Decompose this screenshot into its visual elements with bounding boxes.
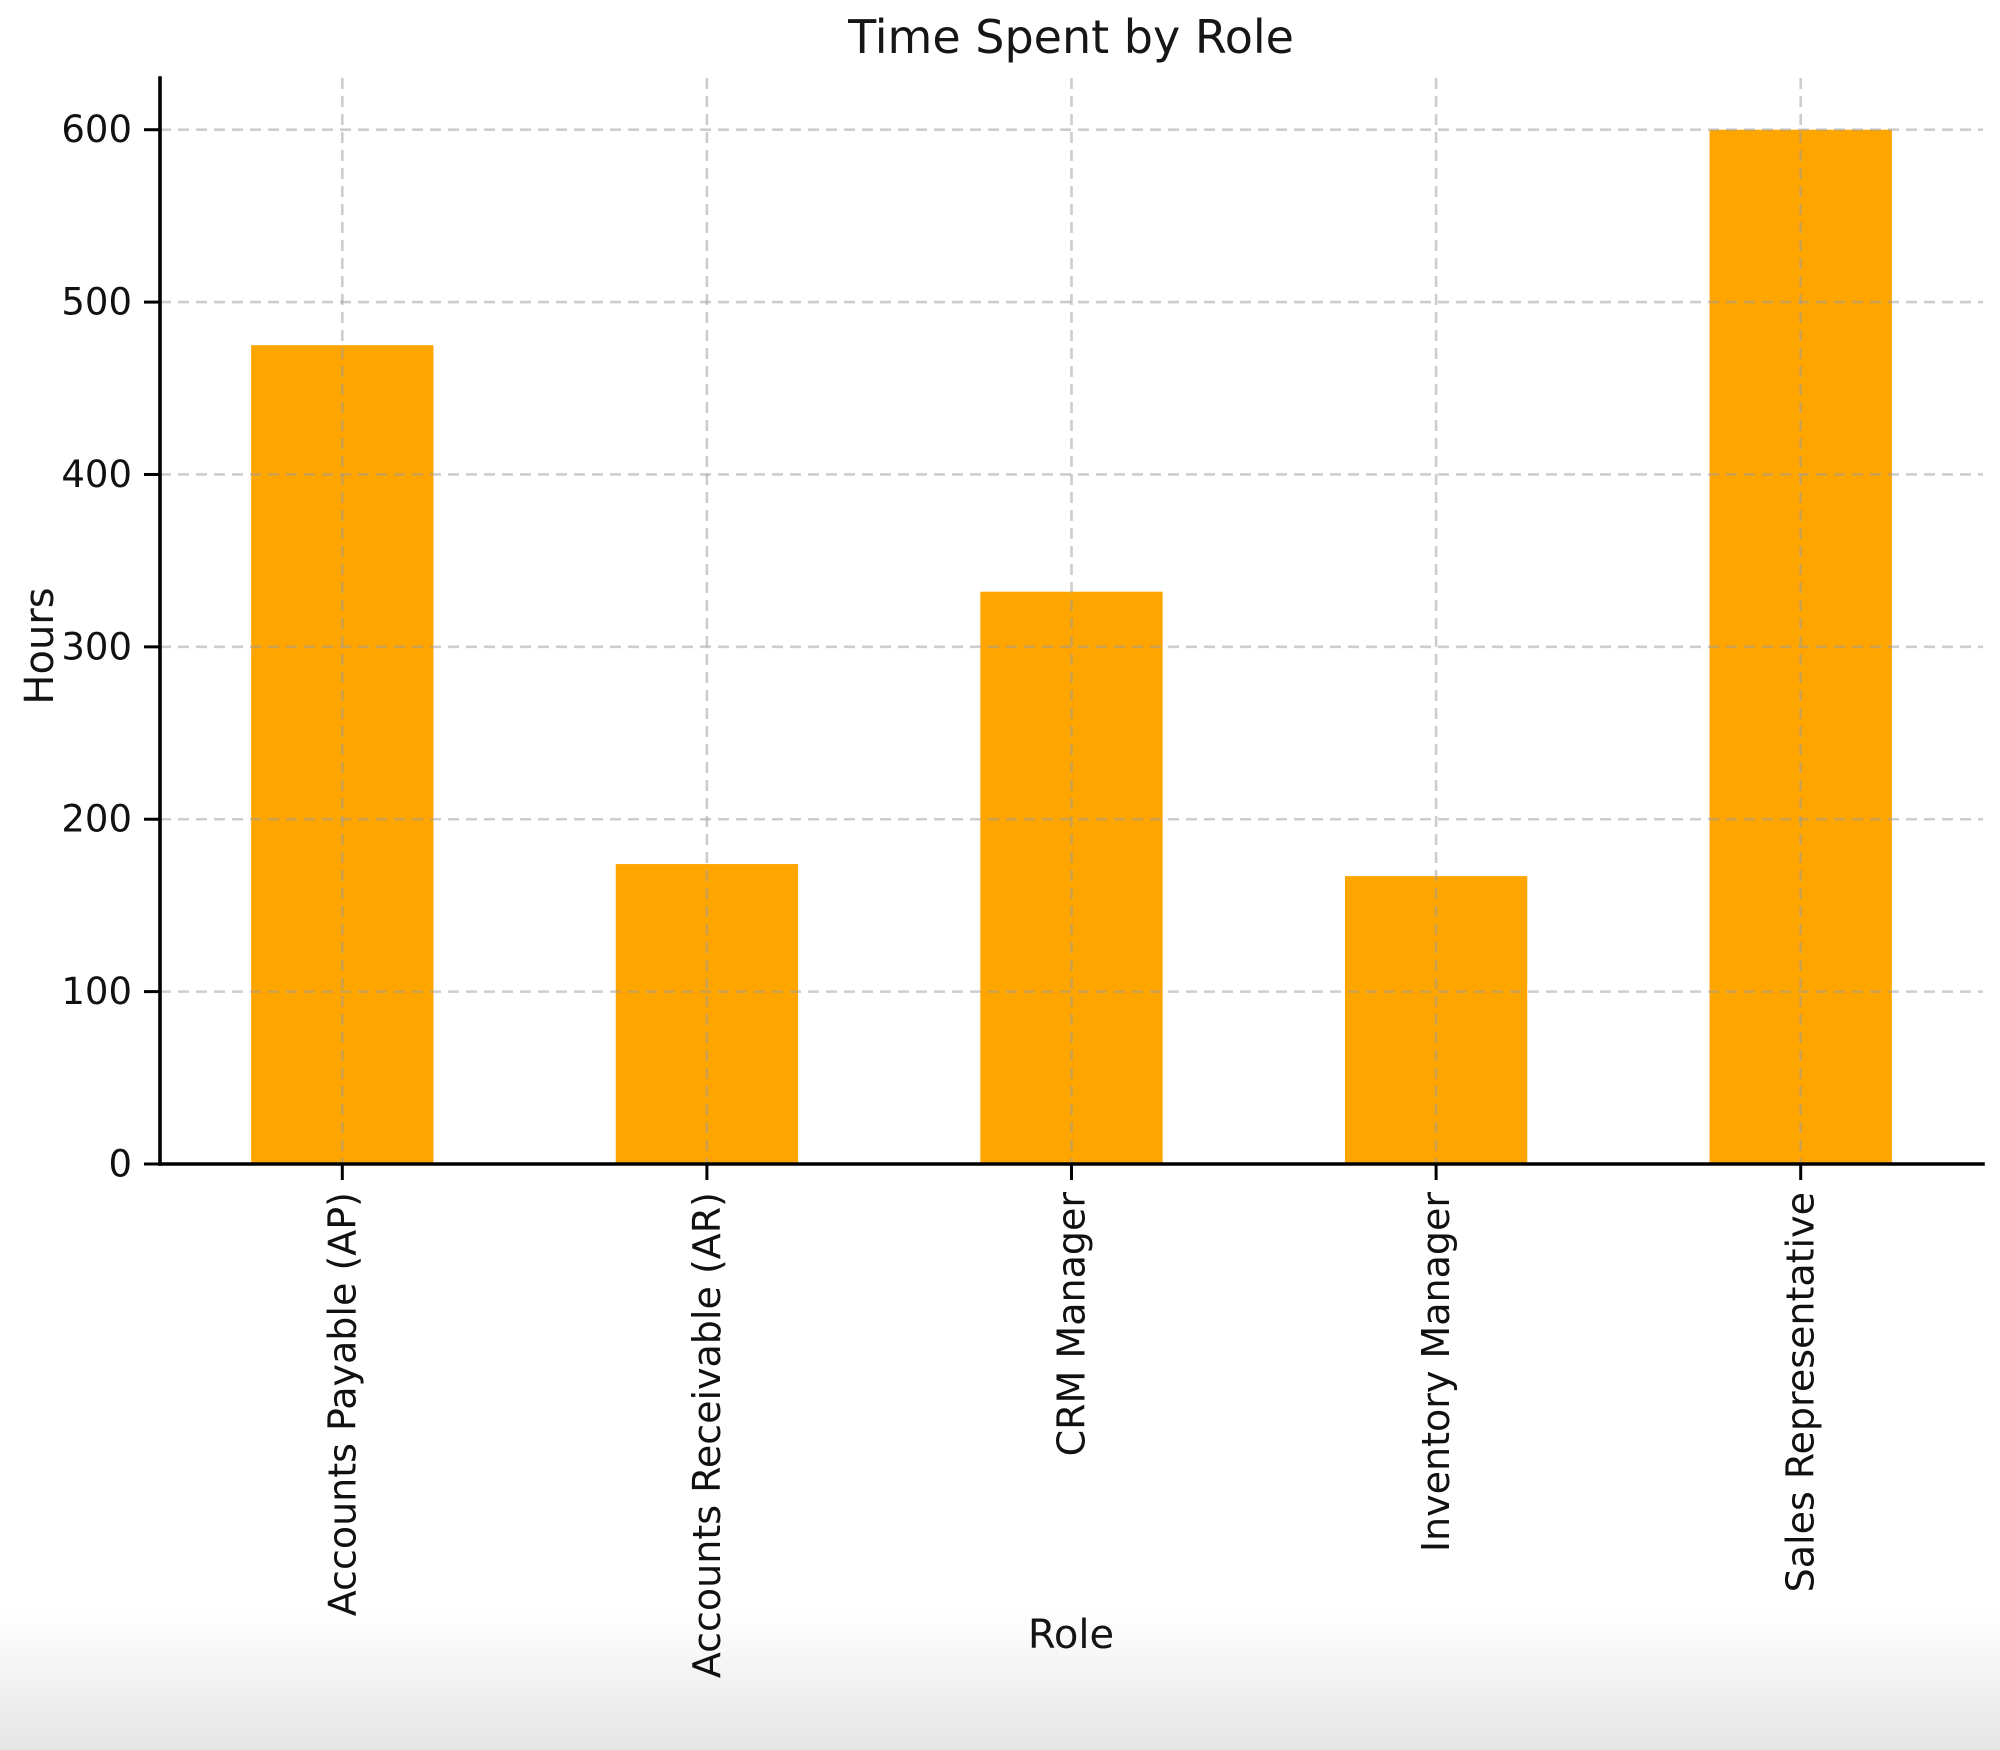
y-tick-label-400: 400 [61,453,132,496]
y-tick-label-600: 600 [61,108,132,151]
x-axis-label: Role [1027,1612,1115,1658]
y-tick-label-0: 0 [108,1143,132,1186]
x-tick-label-accounts-payable-ap: Accounts Payable (AP) [320,1192,364,1616]
x-tick-label-accounts-receivable-ar: Accounts Receivable (AR) [685,1192,729,1678]
y-tick-label-300: 300 [61,625,132,668]
x-tick-label-inventory-manager: Inventory Manager [1414,1192,1458,1553]
x-tick-label-sales-representative: Sales Representative [1779,1192,1823,1592]
x-tick-label-crm-manager: CRM Manager [1050,1192,1094,1457]
y-tick-label-200: 200 [61,798,132,841]
chart-title: Time Spent by Role [848,10,1294,64]
y-tick-label-100: 100 [61,970,132,1013]
y-tick-label-500: 500 [61,281,132,324]
y-axis-label: Hours [17,587,63,705]
